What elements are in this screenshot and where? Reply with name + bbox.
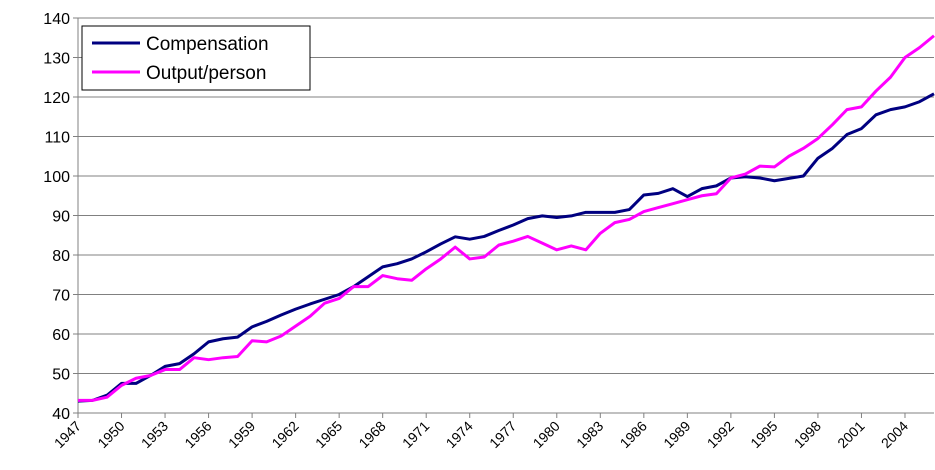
x-tick-label: 1974	[443, 418, 476, 451]
x-tick-label: 2004	[878, 418, 911, 451]
y-tick-label: 130	[43, 51, 70, 68]
x-tick-label: 1953	[138, 418, 171, 451]
legend-label: Compensation	[146, 34, 269, 55]
y-tick-label: 100	[43, 169, 70, 186]
x-tick-label: 1983	[573, 418, 606, 451]
y-tick-label: 80	[52, 248, 70, 265]
y-tick-label: 110	[44, 130, 70, 147]
y-tick-label: 60	[52, 327, 70, 344]
x-tick-label: 1992	[704, 418, 737, 451]
x-tick-label: 1998	[791, 418, 824, 451]
y-tick-label: 70	[52, 288, 70, 305]
x-tick-label: 1968	[355, 418, 388, 451]
data-line	[78, 34, 935, 402]
x-tick-label: 1965	[312, 418, 345, 451]
y-tick-label: 40	[52, 406, 70, 423]
data-line	[77, 92, 935, 403]
legend-box	[81, 25, 311, 91]
legend-label: Output/person	[146, 63, 266, 84]
x-tick-label: 1962	[268, 418, 301, 451]
y-tick-label: 120	[43, 90, 70, 107]
x-tick-label: 1956	[181, 418, 214, 451]
x-tick-label: 2001	[834, 418, 867, 451]
x-tick-label: 1959	[225, 418, 258, 451]
y-tick-label: 140	[43, 11, 70, 28]
x-tick-label: 1989	[660, 418, 693, 451]
x-tick-label: 1977	[486, 418, 519, 451]
x-tick-label: 1986	[617, 418, 650, 451]
x-tick-label: 1950	[94, 418, 127, 451]
x-tick-label: 1980	[530, 418, 563, 451]
y-tick-label: 50	[52, 367, 70, 384]
x-tick-label: 1971	[399, 418, 432, 451]
x-tick-label: 1995	[747, 418, 780, 451]
y-tick-label: 90	[52, 209, 70, 226]
